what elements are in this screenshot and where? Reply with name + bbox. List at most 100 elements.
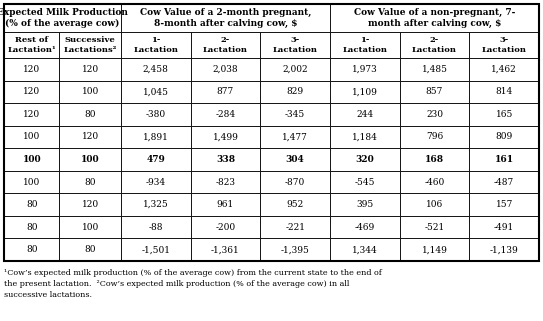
Bar bbox=[330, 4, 539, 32]
Bar bbox=[4, 171, 59, 193]
Text: 3-
Lactation: 3- Lactation bbox=[273, 36, 318, 54]
Text: 1,109: 1,109 bbox=[352, 87, 378, 96]
Bar bbox=[400, 126, 469, 148]
Bar bbox=[4, 58, 59, 81]
Bar bbox=[191, 148, 260, 171]
Text: 120: 120 bbox=[81, 65, 99, 74]
Text: the present lactation.  ²Cow’s expected milk production (% of the average cow) i: the present lactation. ²Cow’s expected m… bbox=[4, 280, 349, 288]
Text: 1-
Lactation: 1- Lactation bbox=[133, 36, 178, 54]
Text: -491: -491 bbox=[494, 223, 514, 232]
Bar bbox=[469, 239, 539, 261]
Text: 80: 80 bbox=[84, 178, 96, 187]
Bar bbox=[4, 81, 59, 103]
Bar bbox=[4, 216, 59, 239]
Text: 2,038: 2,038 bbox=[213, 65, 238, 74]
Text: -1,361: -1,361 bbox=[211, 245, 240, 254]
Bar bbox=[400, 193, 469, 216]
Bar bbox=[400, 148, 469, 171]
Bar bbox=[260, 103, 330, 126]
Text: 120: 120 bbox=[81, 200, 99, 209]
Bar bbox=[59, 171, 121, 193]
Text: 1,462: 1,462 bbox=[491, 65, 517, 74]
Text: 165: 165 bbox=[495, 110, 513, 119]
Text: -1,395: -1,395 bbox=[281, 245, 310, 254]
Bar bbox=[330, 58, 400, 81]
Text: 100: 100 bbox=[81, 87, 99, 96]
Text: 80: 80 bbox=[84, 245, 96, 254]
Text: -823: -823 bbox=[216, 178, 236, 187]
Bar bbox=[191, 58, 260, 81]
Text: 80: 80 bbox=[26, 245, 37, 254]
Text: 1,045: 1,045 bbox=[143, 87, 169, 96]
Text: -200: -200 bbox=[216, 223, 236, 232]
Text: -1,139: -1,139 bbox=[490, 245, 519, 254]
Bar bbox=[121, 4, 330, 32]
Bar bbox=[330, 148, 400, 171]
Text: 2,458: 2,458 bbox=[143, 65, 169, 74]
Bar bbox=[59, 239, 121, 261]
Bar bbox=[4, 4, 121, 32]
Text: 304: 304 bbox=[286, 155, 305, 164]
Text: 3-
Lactation: 3- Lactation bbox=[482, 36, 527, 54]
Text: -1,501: -1,501 bbox=[141, 245, 171, 254]
Text: 230: 230 bbox=[426, 110, 443, 119]
Bar bbox=[260, 239, 330, 261]
Text: 961: 961 bbox=[217, 200, 234, 209]
Bar bbox=[191, 171, 260, 193]
Text: Expected Milk Production
(% of the average cow): Expected Milk Production (% of the avera… bbox=[0, 8, 128, 28]
Bar bbox=[59, 103, 121, 126]
Text: 1,149: 1,149 bbox=[421, 245, 447, 254]
Text: 120: 120 bbox=[23, 65, 40, 74]
Text: 1-
Lactation: 1- Lactation bbox=[342, 36, 387, 54]
Text: 2-
Lactation: 2- Lactation bbox=[412, 36, 457, 54]
Text: 168: 168 bbox=[425, 155, 444, 164]
Text: -221: -221 bbox=[285, 223, 305, 232]
Bar bbox=[400, 171, 469, 193]
Bar bbox=[121, 126, 191, 148]
Text: 2-
Lactation: 2- Lactation bbox=[203, 36, 248, 54]
Text: 877: 877 bbox=[217, 87, 234, 96]
Bar bbox=[400, 32, 469, 58]
Text: 100: 100 bbox=[22, 155, 41, 164]
Text: 320: 320 bbox=[356, 155, 374, 164]
Bar bbox=[59, 58, 121, 81]
Bar bbox=[59, 193, 121, 216]
Text: 120: 120 bbox=[23, 87, 40, 96]
Bar bbox=[260, 81, 330, 103]
Text: successive lactations.: successive lactations. bbox=[4, 291, 92, 299]
Text: 1,184: 1,184 bbox=[352, 133, 378, 142]
Bar bbox=[4, 103, 59, 126]
Bar bbox=[400, 81, 469, 103]
Bar bbox=[59, 126, 121, 148]
Bar bbox=[469, 148, 539, 171]
Text: 244: 244 bbox=[356, 110, 374, 119]
Text: 1,891: 1,891 bbox=[143, 133, 169, 142]
Text: ¹Cow’s expected milk production (% of the average cow) from the current state to: ¹Cow’s expected milk production (% of th… bbox=[4, 269, 382, 277]
Bar bbox=[469, 32, 539, 58]
Text: 479: 479 bbox=[146, 155, 165, 164]
Bar bbox=[330, 103, 400, 126]
Text: 1,973: 1,973 bbox=[352, 65, 378, 74]
Bar bbox=[469, 103, 539, 126]
Text: 157: 157 bbox=[495, 200, 513, 209]
Text: -545: -545 bbox=[355, 178, 375, 187]
Bar bbox=[400, 239, 469, 261]
Bar bbox=[330, 193, 400, 216]
Bar bbox=[400, 103, 469, 126]
Bar bbox=[4, 32, 59, 58]
Text: Successive
Lactations²: Successive Lactations² bbox=[64, 36, 117, 54]
Bar bbox=[469, 171, 539, 193]
Bar bbox=[59, 32, 121, 58]
Text: 120: 120 bbox=[81, 133, 99, 142]
Text: 338: 338 bbox=[216, 155, 235, 164]
Text: 829: 829 bbox=[287, 87, 304, 96]
Text: 161: 161 bbox=[495, 155, 514, 164]
Text: 395: 395 bbox=[356, 200, 374, 209]
Text: -284: -284 bbox=[216, 110, 236, 119]
Bar bbox=[191, 126, 260, 148]
Text: 1,485: 1,485 bbox=[421, 65, 447, 74]
Bar bbox=[59, 81, 121, 103]
Text: 2,002: 2,002 bbox=[282, 65, 308, 74]
Bar bbox=[121, 103, 191, 126]
Bar bbox=[191, 216, 260, 239]
